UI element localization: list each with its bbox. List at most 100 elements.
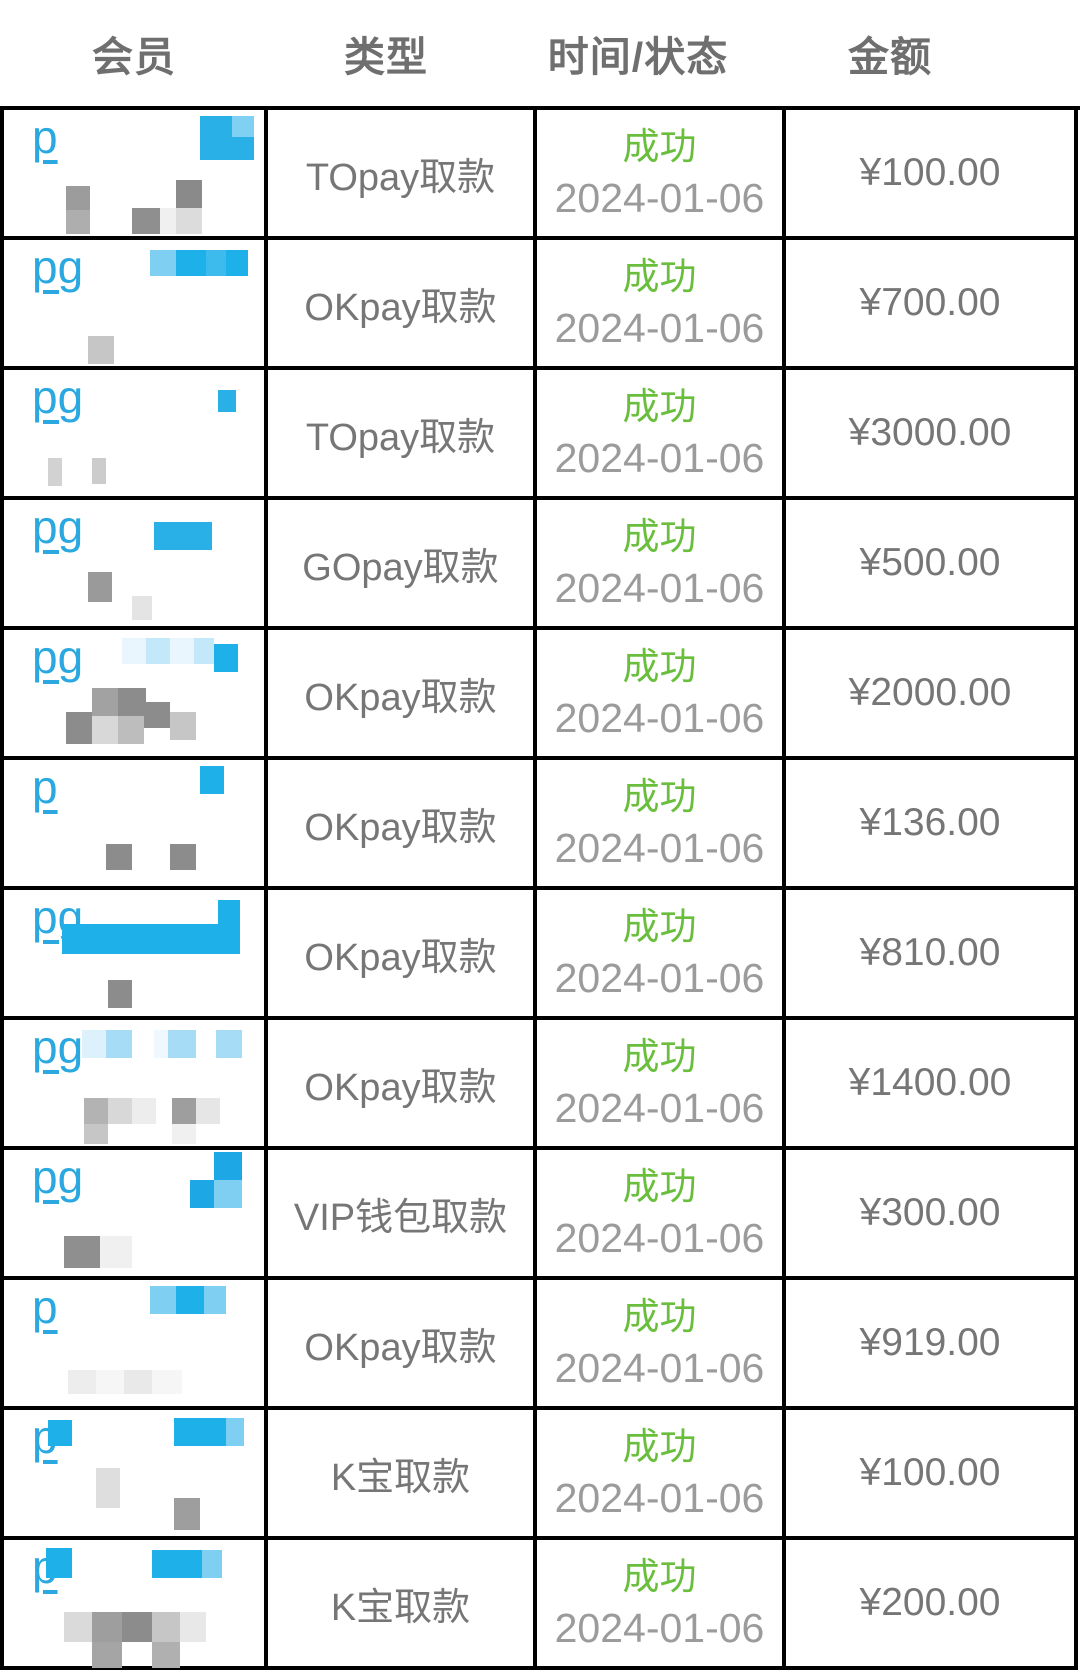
member-cell: p (4, 1280, 268, 1410)
withdrawal-type-label: K宝取款 (330, 1586, 471, 1629)
date-label: 2024-01-06 (554, 564, 765, 611)
member-cell: p (4, 760, 268, 890)
date-label: 2024-01-06 (554, 1214, 765, 1261)
amount-cell: ¥2000.00 (786, 630, 1078, 760)
member-cell: p (4, 110, 268, 240)
header-amount: 金额 (848, 34, 932, 80)
type-cell: GOpay取款 (268, 500, 537, 630)
member-cell: pg (4, 1020, 268, 1150)
member-cell: pg (4, 370, 268, 500)
withdrawal-type-label: OKpay取款 (304, 1326, 497, 1369)
member-link[interactable]: pg (32, 1021, 84, 1073)
member-cell: p (4, 1540, 268, 1670)
time-status-cell: 成功 2024-01-06 (537, 1410, 786, 1540)
member-cell: pg (4, 890, 268, 1020)
amount-value: ¥2000.00 (848, 671, 1012, 714)
amount-value: ¥500.00 (859, 541, 1001, 584)
member-link[interactable]: pg (32, 501, 84, 553)
withdrawal-type-label: VIP钱包取款 (293, 1196, 508, 1239)
amount-cell: ¥1400.00 (786, 1020, 1078, 1150)
member-link[interactable]: p (32, 111, 58, 163)
table-row: p K宝取款 成功 2024-01-06 ¥200.00 (4, 1540, 1080, 1670)
amount-value: ¥810.00 (859, 931, 1001, 974)
status-badge: 成功 (622, 515, 697, 557)
amount-cell: ¥810.00 (786, 890, 1078, 1020)
type-cell: OKpay取款 (268, 890, 537, 1020)
header-member: 会员 (92, 34, 176, 80)
status-badge: 成功 (622, 1165, 697, 1207)
date-label: 2024-01-06 (554, 694, 765, 741)
amount-value: ¥700.00 (859, 281, 1001, 324)
type-cell: OKpay取款 (268, 1020, 537, 1150)
date-label: 2024-01-06 (554, 1084, 765, 1131)
time-status-cell: 成功 2024-01-06 (537, 1150, 786, 1280)
type-cell: OKpay取款 (268, 630, 537, 760)
time-status-cell: 成功 2024-01-06 (537, 1020, 786, 1150)
withdrawal-type-label: K宝取款 (330, 1456, 471, 1499)
amount-value: ¥100.00 (859, 1451, 1001, 1494)
member-link[interactable]: p (32, 1281, 58, 1333)
table-row: pg OKpay取款 成功 2024-01-06 ¥1400.00 (4, 1020, 1080, 1150)
amount-value: ¥919.00 (859, 1321, 1001, 1364)
member-cell: pg (4, 630, 268, 760)
type-cell: OKpay取款 (268, 1280, 537, 1410)
type-cell: VIP钱包取款 (268, 1150, 537, 1280)
date-label: 2024-01-06 (554, 1344, 765, 1391)
member-link[interactable]: p (32, 761, 58, 813)
table-row: pg TOpay取款 成功 2024-01-06 ¥3000.00 (4, 370, 1080, 500)
member-cell: pg (4, 240, 268, 370)
amount-cell: ¥300.00 (786, 1150, 1078, 1280)
amount-cell: ¥919.00 (786, 1280, 1078, 1410)
header-time-status: 时间/状态 (547, 34, 729, 80)
date-label: 2024-01-06 (554, 1604, 765, 1651)
withdrawal-type-label: OKpay取款 (304, 676, 497, 719)
status-badge: 成功 (622, 1295, 697, 1337)
amount-cell: ¥100.00 (786, 1410, 1078, 1540)
amount-value: ¥300.00 (859, 1191, 1001, 1234)
records-table: p TOpay取款 成功 2024-01-06 ¥100.00 pg OKpay… (0, 106, 1080, 1670)
table-row: pg VIP钱包取款 成功 2024-01-06 ¥300.00 (4, 1150, 1080, 1280)
type-cell: OKpay取款 (268, 240, 537, 370)
amount-cell: ¥500.00 (786, 500, 1078, 630)
amount-cell: ¥100.00 (786, 110, 1078, 240)
date-label: 2024-01-06 (554, 434, 765, 481)
date-label: 2024-01-06 (554, 954, 765, 1001)
type-cell: K宝取款 (268, 1410, 537, 1540)
type-cell: TOpay取款 (268, 110, 537, 240)
amount-value: ¥1400.00 (848, 1061, 1012, 1104)
amount-cell: ¥700.00 (786, 240, 1078, 370)
status-badge: 成功 (622, 385, 697, 427)
time-status-cell: 成功 2024-01-06 (537, 890, 786, 1020)
date-label: 2024-01-06 (554, 174, 765, 221)
type-cell: OKpay取款 (268, 760, 537, 890)
withdrawal-type-label: TOpay取款 (305, 156, 496, 199)
type-cell: TOpay取款 (268, 370, 537, 500)
status-badge: 成功 (622, 645, 697, 687)
date-label: 2024-01-06 (554, 304, 765, 351)
member-link[interactable]: pg (32, 241, 84, 293)
time-status-cell: 成功 2024-01-06 (537, 240, 786, 370)
withdrawal-type-label: OKpay取款 (304, 1066, 497, 1109)
status-badge: 成功 (622, 905, 697, 947)
table-row: pg OKpay取款 成功 2024-01-06 ¥2000.00 (4, 630, 1080, 760)
amount-value: ¥3000.00 (848, 411, 1012, 454)
withdrawal-type-label: TOpay取款 (305, 416, 496, 459)
member-cell: pg (4, 500, 268, 630)
withdrawal-type-label: OKpay取款 (304, 936, 497, 979)
member-cell: p (4, 1410, 268, 1540)
time-status-cell: 成功 2024-01-06 (537, 110, 786, 240)
amount-cell: ¥200.00 (786, 1540, 1078, 1670)
status-badge: 成功 (622, 1555, 697, 1597)
table-row: p OKpay取款 成功 2024-01-06 ¥136.00 (4, 760, 1080, 890)
status-badge: 成功 (622, 125, 697, 167)
time-status-cell: 成功 2024-01-06 (537, 760, 786, 890)
amount-value: ¥136.00 (859, 801, 1001, 844)
member-link[interactable]: pg (32, 371, 84, 423)
member-link[interactable]: pg (32, 631, 84, 683)
header-type: 类型 (344, 34, 428, 80)
member-link[interactable]: pg (32, 1151, 84, 1203)
table-row: p TOpay取款 成功 2024-01-06 ¥100.00 (4, 110, 1080, 240)
table-row: p K宝取款 成功 2024-01-06 ¥100.00 (4, 1410, 1080, 1540)
table-row: pg GOpay取款 成功 2024-01-06 ¥500.00 (4, 500, 1080, 630)
amount-value: ¥100.00 (859, 151, 1001, 194)
